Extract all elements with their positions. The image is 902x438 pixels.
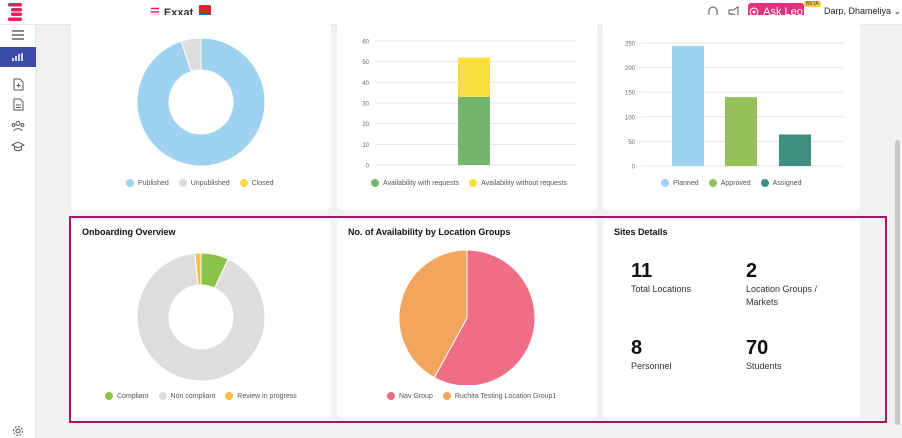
location-groups-pie-chart [398, 249, 536, 385]
menu-icon[interactable] [0, 25, 36, 45]
availability-requests-card: 0 10 20 30 40 50 60 Availability with requests… [337, 15, 597, 210]
availability-location-groups-card: No. of Availability by Location Groups N… [337, 220, 597, 418]
students-label: Students [746, 361, 782, 371]
y-tick-label[interactable]: 150 [625, 91, 636, 97]
sidebar-item-analytics[interactable] [0, 47, 36, 67]
sites-details-card: Sites Details 11 Total Locations 2 Locat… [603, 220, 860, 418]
beta-badge: BETA [804, 1, 821, 7]
onboarding-overview-card: Onboarding Overview Compliant Non compli… [71, 220, 331, 418]
legend-item[interactable]: Unpublished [178, 179, 230, 187]
published-legend: Published Unpublished Closed [126, 179, 273, 187]
y-tick-label[interactable]: 30 [362, 102, 369, 108]
location-groups-legend: Nav Group Ruchita Testing Location Group… [387, 392, 556, 400]
published-status-card: Published Unpublished Closed [71, 15, 331, 210]
y-tick-label[interactable]: 40 [362, 81, 369, 87]
personnel-label: Personnel [631, 361, 672, 371]
slice-unpublished[interactable] [180, 37, 202, 73]
y-tick-label[interactable]: 50 [628, 140, 635, 146]
document-icon[interactable] [0, 94, 36, 114]
bar-availability-with-requests[interactable] [458, 96, 490, 165]
settings-icon[interactable] [0, 421, 36, 438]
y-tick-label[interactable]: 50 [362, 60, 369, 66]
legend-item[interactable]: Published [126, 179, 169, 187]
placements-legend: Planned Approved Assigned [661, 179, 801, 187]
y-tick-label[interactable]: 250 [625, 42, 636, 48]
card-title: No. of Availability by Location Groups [348, 227, 511, 237]
exxat-logo-icon[interactable] [8, 3, 22, 21]
y-tick-label[interactable]: 100 [625, 115, 636, 121]
students-value: 70 [746, 337, 769, 359]
legend-item[interactable]: Compliant [105, 392, 149, 400]
slice-nav-group[interactable] [433, 249, 536, 385]
total-locations-label: Total Locations [631, 284, 692, 294]
slice-review-in-progress[interactable] [194, 252, 202, 286]
legend-item[interactable]: Planned [661, 179, 699, 187]
add-document-icon[interactable] [0, 74, 36, 94]
legend-item[interactable]: Approved [708, 179, 751, 187]
sidebar [0, 25, 36, 438]
y-tick-label[interactable]: 0 [632, 165, 636, 171]
bar-approved[interactable] [725, 97, 757, 166]
total-locations-value: 11 [631, 260, 653, 282]
placements-card: 0 50 100 150 200 250 Planned Approved Assigne… [603, 15, 860, 210]
scrollbar[interactable] [895, 140, 900, 425]
onboarding-legend: Compliant Non compliant Review in progre… [105, 392, 297, 400]
y-tick-label[interactable]: 20 [362, 122, 369, 128]
card-title: Onboarding Overview [82, 227, 176, 237]
people-icon[interactable] [0, 116, 36, 136]
bar-assigned[interactable] [779, 134, 811, 166]
published-doughnut-chart [136, 37, 266, 167]
legend-item[interactable]: Assigned [760, 179, 801, 187]
brand-e-icon: ☰ [150, 7, 160, 19]
legend-item[interactable]: Availability without requests [469, 179, 567, 187]
chevron-down-icon: ⌄ [893, 6, 902, 16]
placements-bar-chart: 0 50 100 150 200 250 [625, 42, 843, 171]
card-title: Sites Details [614, 227, 668, 237]
legend-item[interactable]: Ruchita Testing Location Group1 [442, 392, 556, 400]
legend-item[interactable]: Nav Group [387, 392, 433, 400]
y-tick-label[interactable]: 10 [362, 143, 369, 149]
availability-legend: Availability with requests Availability … [371, 179, 567, 187]
y-tick-label[interactable]: 60 [362, 40, 369, 46]
legend-item[interactable]: Closed [239, 179, 273, 187]
slice-published[interactable] [136, 37, 266, 167]
bar-availability-without-requests[interactable] [458, 57, 490, 97]
availability-stacked-bar-chart: 0 10 20 30 40 50 60 [362, 40, 577, 170]
graduation-cap-icon[interactable] [0, 136, 36, 156]
legend-item[interactable]: Review in progress [225, 392, 297, 400]
y-tick-label[interactable]: 0 [366, 164, 370, 170]
personnel-value: 8 [631, 337, 643, 359]
legend-item[interactable]: Non compliant [158, 392, 215, 400]
onboarding-doughnut-chart [136, 252, 266, 382]
legend-item[interactable]: Availability with requests [371, 179, 459, 187]
location-groups-label: Location Groups / Markets [746, 284, 818, 307]
slice-ruchita-testing-location-group1[interactable] [398, 249, 468, 379]
location-groups-value: 2 [746, 260, 758, 282]
y-tick-label[interactable]: 200 [625, 66, 636, 72]
bar-chart-icon [12, 53, 23, 61]
slice-non-compliant[interactable] [136, 252, 266, 382]
user-name: Darp, Dhameliya [824, 6, 892, 16]
user-menu[interactable]: Darp, Dhameliya ⌄ [824, 6, 901, 17]
bar-planned[interactable] [672, 45, 704, 167]
